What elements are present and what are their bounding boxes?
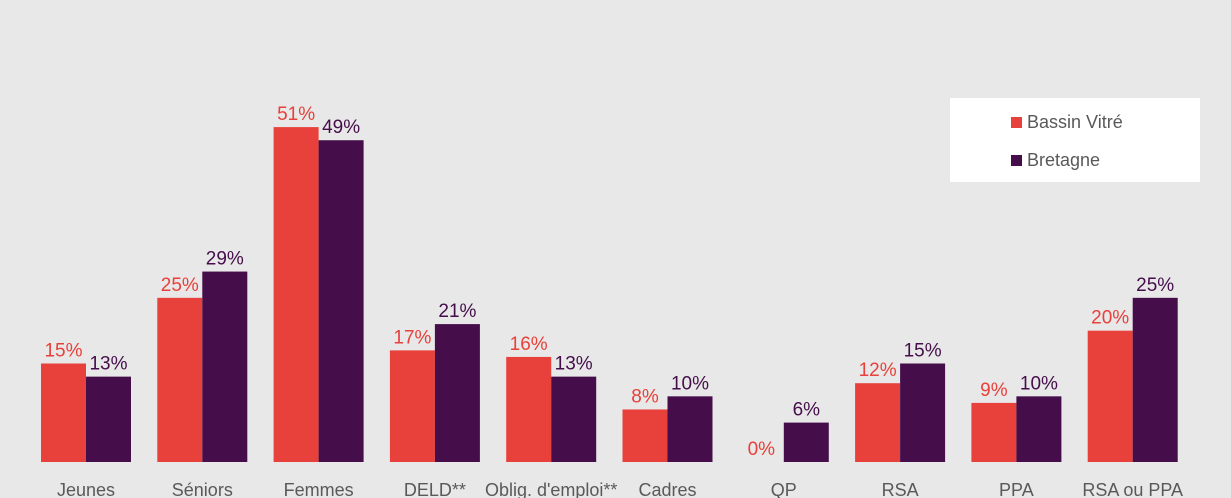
bar [318, 140, 364, 462]
legend-swatch [1011, 155, 1022, 166]
x-tick-label: Femmes [284, 480, 354, 498]
data-label: 20% [1091, 308, 1129, 329]
bar [855, 383, 901, 462]
bar [667, 396, 713, 462]
bar [622, 409, 668, 462]
bar [551, 376, 597, 462]
data-label: 13% [555, 354, 593, 375]
bar [86, 376, 131, 462]
legend-swatch [1011, 117, 1022, 128]
data-label: 25% [161, 275, 199, 296]
data-label: 10% [1020, 373, 1058, 394]
legend-label: Bassin Vitré [1027, 112, 1123, 132]
bar [273, 127, 319, 462]
bar [1087, 330, 1133, 462]
data-label: 12% [859, 360, 897, 381]
x-tick-label: RSA ou PPA [1082, 480, 1183, 498]
bar [1016, 396, 1062, 462]
data-label: 17% [393, 327, 431, 348]
data-label: 21% [438, 301, 476, 322]
x-tick-label: QP [771, 480, 797, 498]
data-label: 13% [89, 354, 127, 375]
legend-box [950, 98, 1200, 182]
x-tick-label: RSA [882, 480, 919, 498]
data-label: 51% [277, 104, 315, 125]
data-label: 25% [1136, 275, 1174, 296]
data-label: 49% [322, 117, 360, 138]
x-tick-label: DELD** [404, 480, 466, 498]
bar [41, 363, 86, 462]
bar [157, 297, 203, 462]
bar [1132, 297, 1178, 462]
data-label: 15% [44, 341, 82, 362]
bar [900, 363, 946, 462]
data-label: 8% [631, 386, 659, 407]
bar [434, 324, 480, 462]
x-tick-label: Séniors [172, 480, 233, 498]
legend-label: Bretagne [1027, 150, 1100, 170]
x-tick-label: Oblig. d'emploi** [485, 480, 618, 498]
x-tick-label: Cadres [638, 480, 696, 498]
x-tick-label: PPA [999, 480, 1034, 498]
data-label: 29% [206, 249, 244, 270]
bar [971, 402, 1017, 462]
bar [506, 356, 552, 462]
data-label: 0% [748, 439, 776, 460]
bar [202, 271, 248, 462]
data-label: 15% [904, 341, 942, 362]
data-label: 16% [510, 334, 548, 355]
x-tick-label: Jeunes [57, 480, 115, 498]
bar [389, 350, 435, 462]
data-label: 9% [980, 380, 1008, 401]
data-label: 10% [671, 373, 709, 394]
data-label: 6% [793, 400, 821, 421]
bar [783, 422, 829, 462]
